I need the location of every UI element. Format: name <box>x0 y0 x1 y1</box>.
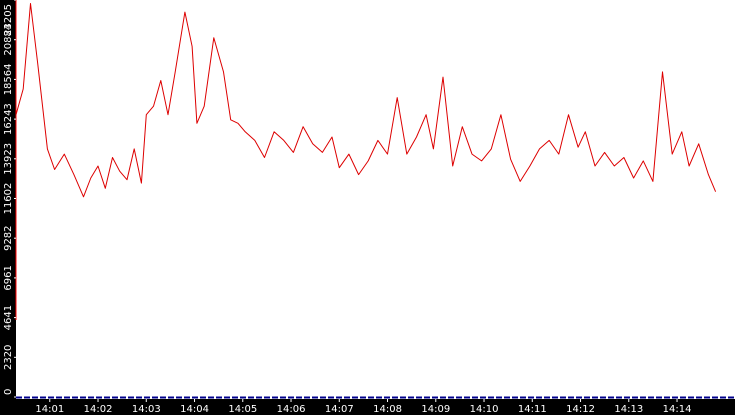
y-tick-label: 6961 <box>3 265 14 290</box>
x-tick-label: 14:02 <box>84 404 113 415</box>
x-tick-label: 14:09 <box>421 404 450 415</box>
y-tick-label: 4641 <box>3 305 14 330</box>
y-tick-label: 20884 <box>3 24 14 56</box>
x-tick-label: 14:14 <box>663 404 692 415</box>
y-tick-label: 23205 <box>3 4 14 36</box>
series-layer <box>15 3 717 198</box>
x-axis-band <box>0 399 735 415</box>
y-tick-label: 16243 <box>3 103 14 135</box>
x-tick-label: 14:06 <box>277 404 306 415</box>
x-tick-label: 14:08 <box>373 404 402 415</box>
y-tick-label: 0 <box>3 389 14 395</box>
x-tick-label: 14:05 <box>228 404 257 415</box>
x-tick-label: 14:04 <box>180 404 209 415</box>
y-axis-band <box>0 0 16 415</box>
series-line <box>15 3 717 198</box>
x-tick-label: 14:11 <box>518 404 547 415</box>
y-tick-label: 13923 <box>3 143 14 175</box>
y-tick-label: 2320 <box>3 345 14 370</box>
y-axis-ticks: 0 2320 4641 6961 9282 11602 13923 16243 18564 208… <box>3 0 16 398</box>
x-tick-label: 14:01 <box>35 404 64 415</box>
x-tick-label: 14:12 <box>566 404 595 415</box>
x-tick-label: 14:07 <box>325 404 354 415</box>
x-tick-label: 14:03 <box>132 404 161 415</box>
x-tick-label: 14:10 <box>470 404 499 415</box>
y-tick-label: 9282 <box>3 225 14 250</box>
x-axis-ticks: 14:01 14:02 14:03 14:04 14:05 14:06 14:07 14:08… <box>35 399 691 415</box>
y-tick-label: 18564 <box>3 63 14 95</box>
x-tick-label: 14:13 <box>614 404 643 415</box>
y-tick-label: 11602 <box>3 183 14 215</box>
